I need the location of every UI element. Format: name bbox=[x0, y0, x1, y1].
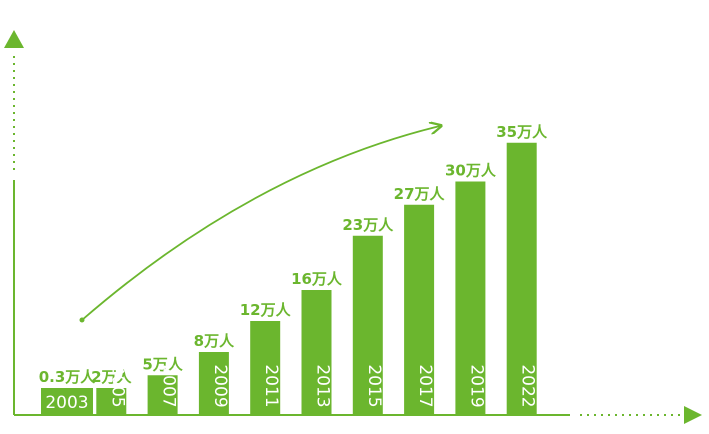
value-label-2003: 0.3万人 bbox=[39, 368, 97, 386]
value-label-2019: 30万人 bbox=[445, 162, 497, 180]
category-label-2009: 2009 bbox=[210, 364, 230, 407]
bar-2009 bbox=[198, 352, 229, 414]
category-label-2015: 2015 bbox=[364, 364, 384, 407]
bar-2003 bbox=[41, 388, 93, 414]
value-label-2013: 16万人 bbox=[291, 270, 343, 288]
trend-arrow-start-dot bbox=[79, 317, 85, 323]
bar-2007 bbox=[147, 375, 178, 414]
category-label-2013: 2013 bbox=[313, 364, 333, 407]
bar-2015 bbox=[352, 235, 383, 414]
bar-2019 bbox=[455, 181, 486, 414]
trend-arrow bbox=[81, 126, 440, 321]
category-label-2011: 2011 bbox=[261, 364, 281, 407]
category-label-2019: 2019 bbox=[466, 364, 486, 407]
y-axis-arrowhead bbox=[4, 30, 24, 48]
value-label-2005: 2万人 bbox=[91, 368, 132, 386]
bar-2011 bbox=[250, 321, 281, 414]
bar-2017 bbox=[404, 204, 435, 414]
value-label-2022: 35万人 bbox=[496, 123, 548, 141]
category-label-2022: 2022 bbox=[518, 364, 538, 407]
bar-2013 bbox=[301, 290, 332, 414]
value-label-2011: 12万人 bbox=[240, 301, 292, 319]
value-label-2007: 5万人 bbox=[142, 355, 183, 373]
value-label-2017: 27万人 bbox=[394, 185, 446, 203]
bar-2005 bbox=[96, 388, 127, 414]
x-axis-arrowhead bbox=[684, 406, 702, 424]
category-label-2017: 2017 bbox=[415, 364, 435, 407]
bar-2022 bbox=[506, 142, 537, 414]
category-label-2005: 2005 bbox=[107, 364, 127, 407]
category-label-2007: 2007 bbox=[159, 364, 179, 407]
value-label-2009: 8万人 bbox=[194, 332, 235, 350]
value-label-2015: 23万人 bbox=[342, 216, 394, 234]
category-label-2003: 2003 bbox=[45, 393, 88, 413]
